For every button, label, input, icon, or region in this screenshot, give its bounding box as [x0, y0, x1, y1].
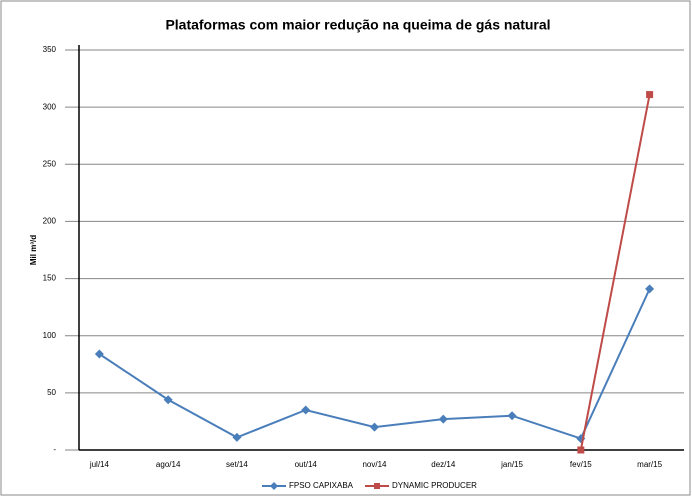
y-tick-label: 50	[47, 388, 56, 397]
y-tick-label: 300	[43, 102, 57, 111]
marker	[94, 349, 104, 359]
x-tick-label: dez/14	[431, 460, 456, 469]
x-tick-label: nov/14	[362, 460, 387, 469]
x-tick-label: set/14	[226, 460, 248, 469]
legend-marker	[270, 482, 278, 490]
marker	[438, 414, 448, 424]
x-tick-label: mar/15	[637, 460, 662, 469]
x-tick-label: fev/15	[570, 460, 592, 469]
y-tick-label: 250	[43, 159, 57, 168]
y-tick-label: 150	[43, 274, 57, 283]
series-line	[579, 94, 651, 451]
y-tick-label: 350	[43, 45, 57, 54]
legend-label: DYNAMIC PRODUCER	[392, 481, 477, 490]
marker	[507, 411, 517, 421]
x-tick-label: ago/14	[156, 460, 181, 469]
x-tick-label: jan/15	[500, 460, 523, 469]
y-tick-label: 100	[43, 331, 57, 340]
legend-label: FPSO CAPIXABA	[289, 481, 354, 490]
marker	[232, 432, 242, 442]
chart-title: Plataformas com maior redução na queima …	[165, 17, 550, 33]
x-tick-label: out/14	[295, 460, 318, 469]
y-tick-label: 200	[43, 217, 57, 226]
marker	[163, 395, 173, 405]
y-tick-label: -	[53, 445, 56, 454]
marker	[646, 91, 654, 99]
y-axis-label: Mil m³/d	[29, 235, 38, 265]
marker	[645, 284, 655, 294]
legend-marker	[374, 483, 381, 489]
marker	[301, 405, 311, 415]
marker	[370, 422, 379, 432]
x-tick-label: jul/14	[89, 460, 110, 469]
marker	[577, 446, 585, 454]
